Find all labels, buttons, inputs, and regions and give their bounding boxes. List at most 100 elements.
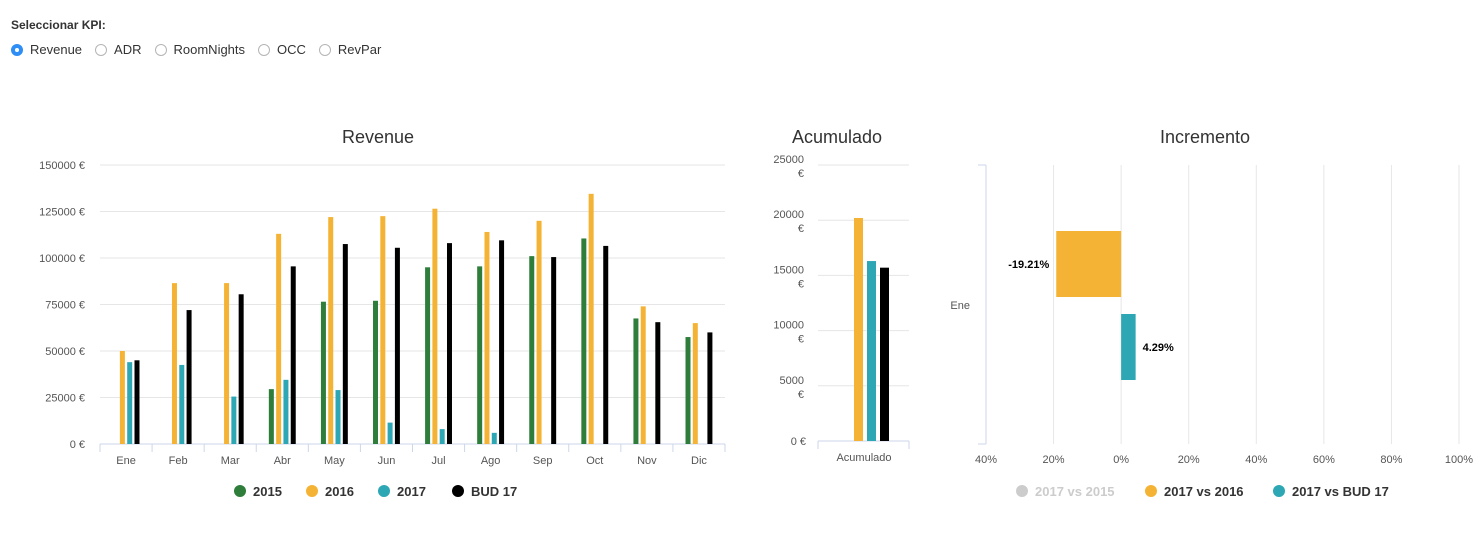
legend-item-2017-vs-2016[interactable]: 2017 vs 2016 — [1164, 484, 1244, 499]
legend-item-2015[interactable]: 2015 — [253, 484, 282, 499]
x-tick-label: Ene — [116, 455, 136, 467]
legend-marker — [234, 485, 246, 497]
x-tick-label: Oct — [586, 455, 603, 467]
x-tick-label: 80% — [1380, 454, 1402, 466]
y-tick-label: Ene — [950, 300, 970, 312]
kpi-option-revenue[interactable]: Revenue — [11, 42, 82, 57]
bar-2017-vs-2016[interactable] — [1056, 231, 1122, 297]
radio-icon[interactable] — [154, 43, 167, 56]
x-tick-label: Nov — [637, 455, 657, 467]
x-tick-label: Mar — [221, 455, 240, 467]
bar-2017[interactable] — [387, 422, 393, 444]
bar-2017[interactable] — [491, 432, 497, 444]
x-tick-label: Acumulado — [836, 452, 891, 464]
x-tick-label: 20% — [1043, 454, 1065, 466]
bar-bud-17[interactable] — [446, 243, 452, 444]
kpi-selector-title: Seleccionar KPI: — [11, 18, 106, 32]
bar-2015[interactable] — [425, 267, 431, 444]
bar-2017-vs-bud-17[interactable] — [1121, 314, 1136, 380]
bar-bud-17[interactable] — [186, 310, 192, 444]
legend-item-2017-vs-bud-17[interactable]: 2017 vs BUD 17 — [1292, 484, 1389, 499]
y-tick-label: 0 € — [70, 439, 85, 451]
y-tick-label: 75000 € — [45, 300, 85, 312]
y-tick-label: 25000 € — [45, 393, 85, 405]
bar-bud-17[interactable] — [655, 322, 661, 444]
bar-2017[interactable] — [127, 362, 133, 444]
bar-2017[interactable] — [335, 390, 341, 444]
bar-bud-17[interactable] — [290, 266, 296, 444]
bar-2016[interactable] — [588, 193, 594, 444]
y-tick-label: 10000 € — [773, 320, 804, 346]
x-tick-label: Ago — [481, 455, 501, 467]
bar-2017[interactable] — [179, 364, 185, 444]
bar-bud-17[interactable] — [342, 244, 348, 444]
radio-selected-icon[interactable] — [11, 43, 23, 56]
legend-marker — [1016, 485, 1028, 497]
legend-item-bud-17[interactable]: BUD 17 — [471, 484, 517, 499]
bar-2016[interactable] — [640, 306, 646, 444]
bar-2016[interactable] — [432, 208, 438, 444]
kpi-option-label: RoomNights — [173, 42, 246, 57]
bar-2015[interactable] — [633, 318, 639, 444]
radio-icon[interactable] — [258, 43, 271, 56]
bar-bud-17[interactable] — [707, 332, 713, 444]
bar-2015[interactable] — [685, 337, 691, 444]
bar-2016[interactable] — [119, 351, 125, 444]
legend-marker — [378, 485, 390, 497]
kpi-option-revpar[interactable]: RevPar — [318, 42, 382, 57]
bar-2016[interactable] — [171, 283, 177, 444]
bar-bud-17[interactable] — [238, 294, 244, 444]
legend-item-2017-vs-2015[interactable]: 2017 vs 2015 — [1035, 484, 1115, 499]
radio-icon[interactable] — [95, 43, 108, 56]
bar-2016[interactable] — [536, 220, 542, 444]
legend-item-2016[interactable]: 2016 — [325, 484, 354, 499]
bar-bud-17[interactable] — [551, 257, 557, 444]
bar-acumulado-2016[interactable] — [854, 217, 863, 441]
revenue-chart-title: Revenue — [342, 127, 414, 147]
bar-bud-17[interactable] — [394, 247, 400, 444]
y-tick-label: 15000 € — [773, 264, 804, 290]
x-tick-label: 40% — [975, 454, 997, 466]
kpi-option-roomnights[interactable]: RoomNights — [154, 42, 246, 57]
kpi-option-label: ADR — [114, 42, 142, 57]
bar-2016[interactable] — [692, 323, 698, 444]
bar-bud-17[interactable] — [499, 240, 505, 444]
legend-marker — [452, 485, 464, 497]
bar-2016[interactable] — [380, 216, 386, 444]
x-tick-label: 60% — [1313, 454, 1335, 466]
bar-2015[interactable] — [477, 266, 483, 444]
bar-2017[interactable] — [439, 429, 445, 444]
x-tick-label: 20% — [1178, 454, 1200, 466]
bar-2016[interactable] — [328, 217, 334, 444]
legend-item-2017[interactable]: 2017 — [397, 484, 426, 499]
bar-acumulado-2017[interactable] — [867, 261, 876, 441]
bar-acumulado-bud-17[interactable] — [880, 267, 889, 441]
kpi-option-label: Revenue — [30, 42, 83, 57]
acumulado-chart-title: Acumulado — [792, 127, 882, 147]
y-tick-label: 0 € — [791, 436, 806, 448]
kpi-option-occ[interactable]: OCC — [258, 42, 306, 57]
x-tick-label: Abr — [274, 455, 291, 467]
x-tick-label: Dic — [691, 455, 707, 467]
bar-2016[interactable] — [224, 283, 230, 444]
bar-bud-17[interactable] — [134, 360, 140, 444]
bar-2016[interactable] — [276, 233, 282, 444]
bar-2017[interactable] — [283, 379, 289, 444]
bar-2015[interactable] — [373, 300, 379, 444]
kpi-option-label: RevPar — [337, 42, 382, 57]
bar-2015[interactable] — [529, 256, 535, 444]
bar-2015[interactable] — [268, 389, 274, 444]
kpi-option-adr[interactable]: ADR — [95, 42, 142, 57]
radio-icon[interactable] — [318, 43, 331, 56]
data-label: -19.21% — [1008, 259, 1049, 271]
legend-marker — [306, 485, 318, 497]
y-tick-label: 5000 € — [780, 375, 804, 401]
bar-2017[interactable] — [231, 396, 237, 444]
bar-2016[interactable] — [484, 231, 490, 444]
bar-2015[interactable] — [581, 238, 587, 444]
x-tick-label: 40% — [1245, 454, 1267, 466]
bar-bud-17[interactable] — [603, 245, 609, 444]
bar-2015[interactable] — [320, 301, 326, 444]
x-tick-label: 100% — [1445, 454, 1473, 466]
